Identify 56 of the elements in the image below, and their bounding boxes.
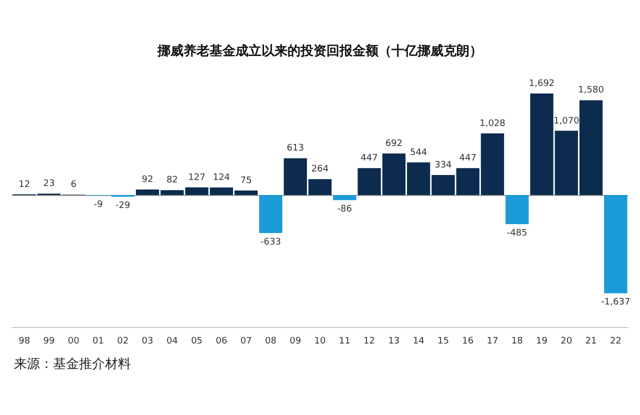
x-tick-label: 05 <box>191 336 203 346</box>
x-tick-label: 02 <box>117 336 129 346</box>
x-tick-label: 12 <box>364 336 376 346</box>
x-tick-label: 15 <box>437 336 449 346</box>
x-tick-label: 01 <box>92 336 104 346</box>
x-tick-label: 14 <box>412 336 425 346</box>
data-label: 75 <box>240 176 252 186</box>
data-label: 613 <box>286 144 304 154</box>
x-tick-label: 98 <box>18 336 30 346</box>
data-label: -485 <box>506 228 528 239</box>
x-tick-label: 08 <box>264 336 277 346</box>
x-tick-label: 04 <box>166 336 178 346</box>
x-tick-label: 16 <box>462 336 474 346</box>
data-label: 23 <box>43 179 55 190</box>
x-tick-label: 13 <box>388 336 400 346</box>
x-tick-label: 17 <box>486 336 498 346</box>
data-label: 1,028 <box>480 118 506 129</box>
x-tick-label: 00 <box>68 336 80 346</box>
data-label: -633 <box>260 237 281 248</box>
bar <box>604 195 628 294</box>
data-label: 92 <box>142 174 154 185</box>
data-label: 447 <box>459 154 476 164</box>
x-tick-label: 09 <box>290 336 302 346</box>
data-label: 124 <box>212 173 230 184</box>
data-label: -86 <box>337 204 352 215</box>
x-tick-label: 18 <box>511 336 524 346</box>
x-tick-label: 99 <box>43 336 55 346</box>
x-tick-label: 03 <box>142 336 154 346</box>
bar <box>259 195 282 233</box>
data-label: -1,637 <box>601 298 630 308</box>
bar <box>506 195 529 224</box>
x-tick-label: 07 <box>240 336 252 346</box>
source-note: 来源：基金推介材料 <box>14 357 131 372</box>
data-label: 1,580 <box>578 86 604 96</box>
data-label: 692 <box>385 138 403 149</box>
x-tick-label: 06 <box>216 336 228 346</box>
x-tick-label: 20 <box>560 336 572 346</box>
data-label: 1,692 <box>528 78 555 89</box>
x-tick-label: 11 <box>338 336 350 346</box>
data-label: -9 <box>94 200 103 210</box>
data-label: 12 <box>18 180 30 190</box>
x-tick-label: 10 <box>314 336 326 346</box>
chart-title: 挪威养老基金成立以来的投资回报金额（十亿挪威克朗） <box>156 43 482 59</box>
data-label: 264 <box>311 164 329 175</box>
x-tick-label: 22 <box>610 336 622 346</box>
data-label: 1,070 <box>554 116 580 126</box>
data-label: 447 <box>360 154 378 164</box>
data-label: 334 <box>434 160 452 170</box>
data-label: 6 <box>70 180 77 190</box>
data-label: 82 <box>166 176 178 186</box>
bar <box>333 195 356 200</box>
data-label: -29 <box>116 201 130 212</box>
data-label: 127 <box>188 172 206 183</box>
data-label: 544 <box>410 148 428 158</box>
x-tick-label: 19 <box>536 336 548 346</box>
x-tick-label: 21 <box>585 336 597 346</box>
